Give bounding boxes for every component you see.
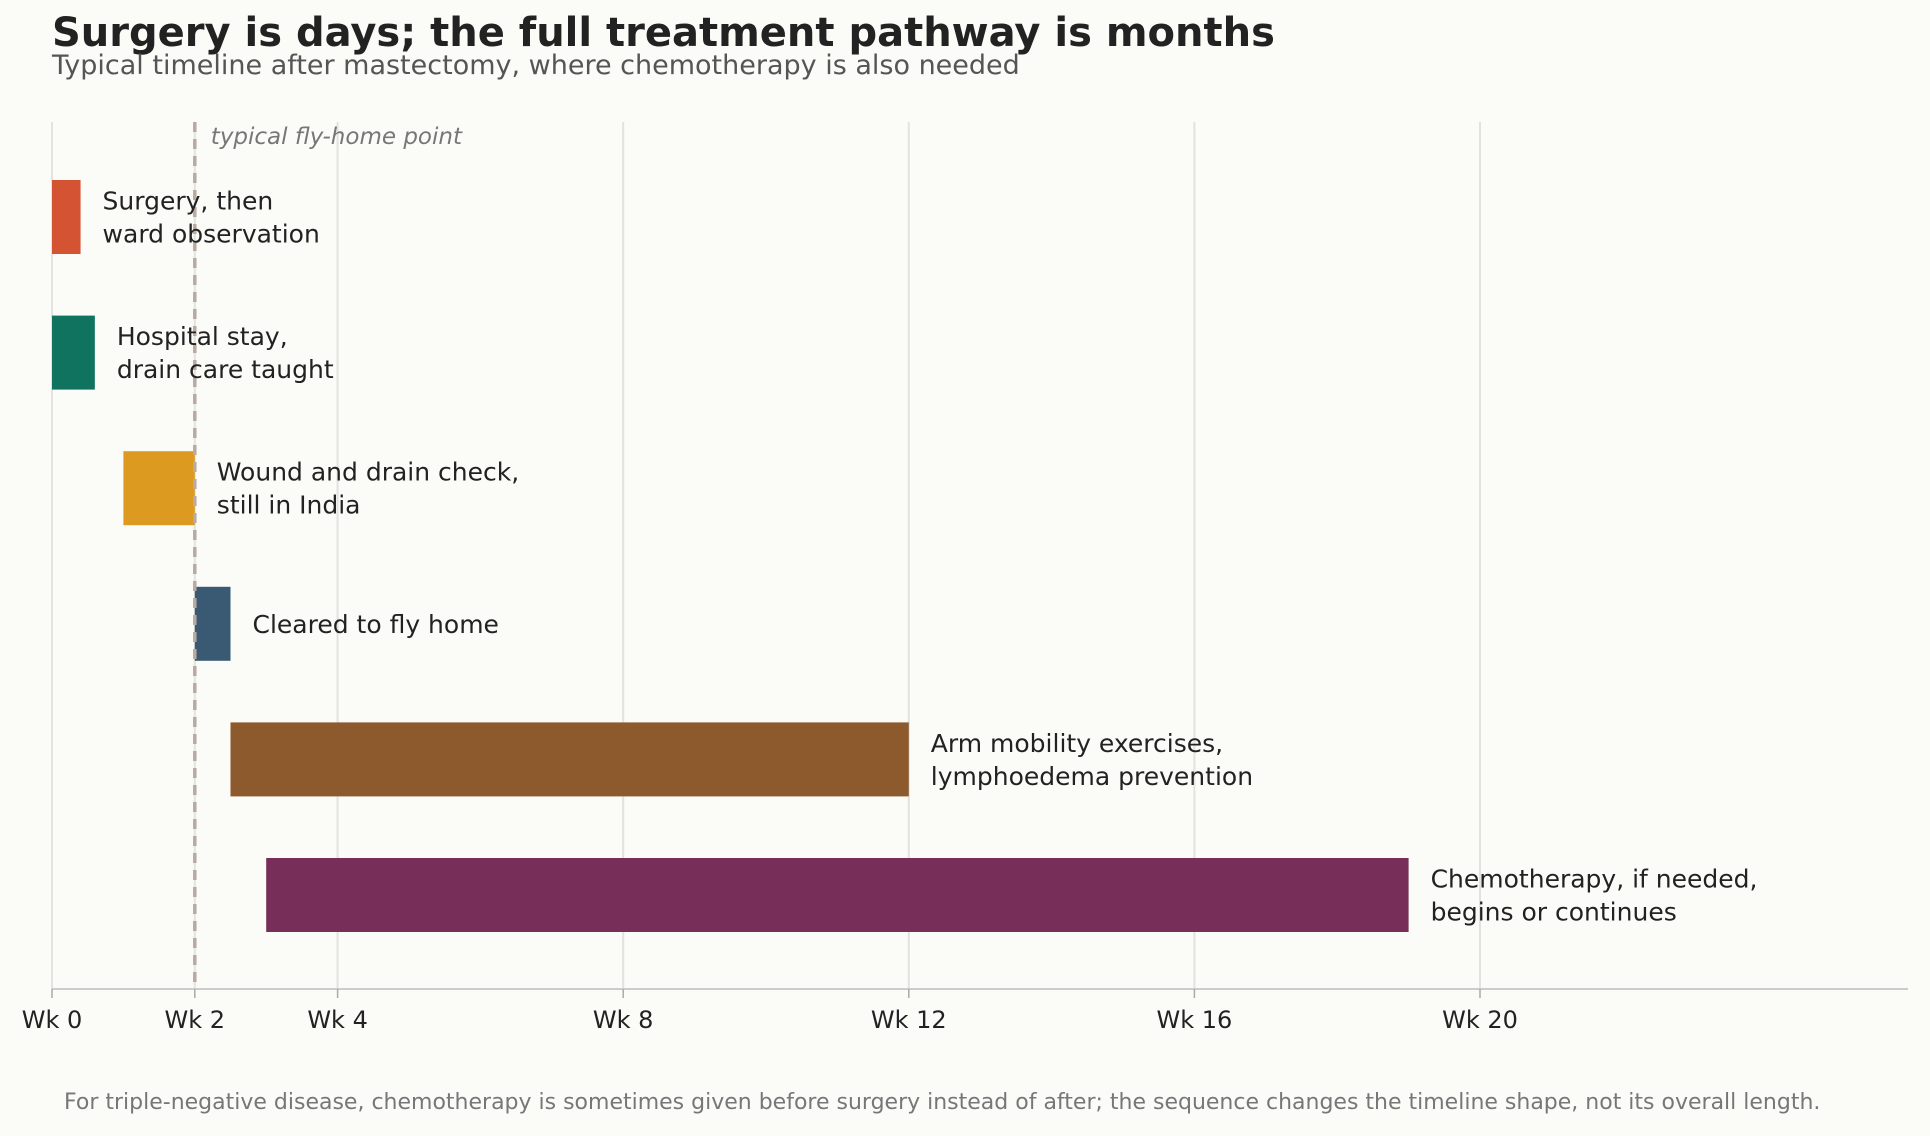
bar-label-4: Arm mobility exercises, lymphoedema preve… xyxy=(931,729,1253,791)
chart-subtitle: Typical timeline after mastectomy, where… xyxy=(52,50,1020,81)
tick-label-2: Wk 4 xyxy=(307,1006,368,1034)
bar-label-1-line-1: drain care taught xyxy=(117,355,334,384)
x-axis-ticks: Wk 0 Wk 2 Wk 4 Wk 8 Wk 12 Wk 16 Wk 20 xyxy=(22,989,1518,1034)
bar-label-3: Cleared to fly home xyxy=(253,610,499,639)
bar-label-0-line-0: Surgery, then xyxy=(103,187,274,216)
bar-4 xyxy=(230,722,909,797)
bar-label-4-line-1: lymphoedema prevention xyxy=(931,762,1253,791)
bar-2 xyxy=(123,451,195,526)
bar-label-2-line-1: still in India xyxy=(217,491,361,520)
bar-label-1-line-0: Hospital stay, xyxy=(117,322,288,351)
bar-label-0-line-1: ward observation xyxy=(103,220,320,249)
chart-title: Surgery is days; the full treatment path… xyxy=(52,10,1275,56)
bar-label-3-line-0: Cleared to fly home xyxy=(253,610,499,639)
reference-line-group: typical fly-home point xyxy=(193,122,463,989)
bar-label-2: Wound and drain check, still in India xyxy=(217,458,519,520)
bar-labels: Surgery, then ward observation Hospital st… xyxy=(103,187,1758,927)
reference-line-label: typical fly-home point xyxy=(211,124,463,150)
tick-label-6: Wk 20 xyxy=(1442,1006,1518,1034)
tick-label-4: Wk 12 xyxy=(871,1006,947,1034)
bar-label-0: Surgery, then ward observation xyxy=(103,187,320,249)
bars xyxy=(52,180,1409,932)
tick-label-0: Wk 0 xyxy=(22,1006,83,1034)
bar-5 xyxy=(266,858,1409,932)
bar-0 xyxy=(52,180,81,254)
bar-1 xyxy=(52,315,95,390)
gridlines xyxy=(51,122,1481,989)
bar-label-2-line-0: Wound and drain check, xyxy=(217,458,519,487)
tick-label-1: Wk 2 xyxy=(165,1006,226,1034)
bar-label-4-line-0: Arm mobility exercises, xyxy=(931,729,1223,758)
bar-label-1: Hospital stay, drain care taught xyxy=(117,322,334,384)
tick-label-3: Wk 8 xyxy=(593,1006,654,1034)
bar-label-5-line-1: begins or continues xyxy=(1431,898,1677,927)
bar-label-5-line-0: Chemotherapy, if needed, xyxy=(1431,865,1758,894)
footnote: For triple-negative disease, chemotherap… xyxy=(64,1090,1821,1115)
bar-label-5: Chemotherapy, if needed, begins or contin… xyxy=(1431,865,1758,927)
tick-label-5: Wk 16 xyxy=(1157,1006,1233,1034)
bar-3 xyxy=(194,586,231,661)
